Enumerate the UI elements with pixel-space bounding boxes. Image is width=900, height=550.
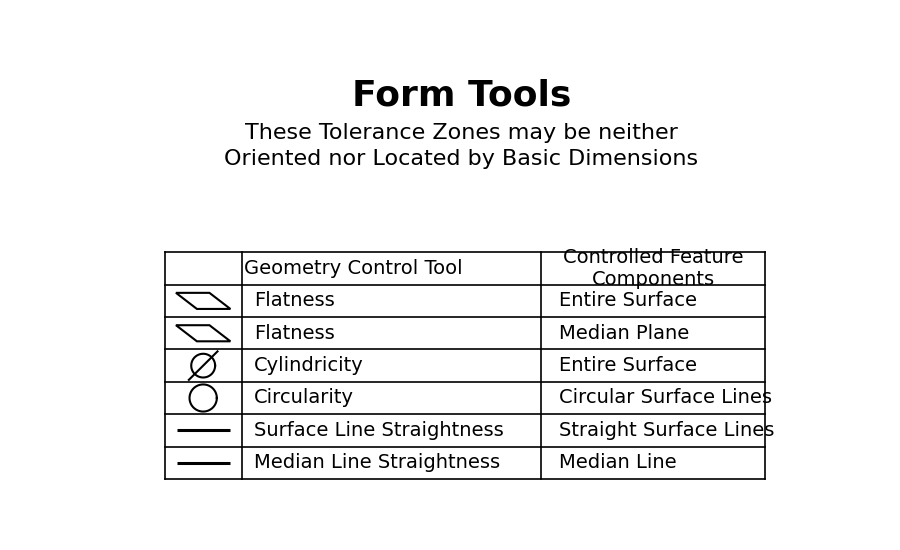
Text: Cylindricity: Cylindricity <box>254 356 364 375</box>
Text: Median Line: Median Line <box>559 453 677 472</box>
Text: Entire Surface: Entire Surface <box>559 356 697 375</box>
Text: Flatness: Flatness <box>254 324 335 343</box>
Text: These Tolerance Zones may be neither: These Tolerance Zones may be neither <box>245 123 678 143</box>
Text: Geometry Control Tool: Geometry Control Tool <box>244 259 463 278</box>
Text: Straight Surface Lines: Straight Surface Lines <box>559 421 774 440</box>
Text: Surface Line Straightness: Surface Line Straightness <box>254 421 504 440</box>
Text: Form Tools: Form Tools <box>352 79 571 113</box>
Text: Circularity: Circularity <box>254 388 354 408</box>
Text: Median Line Straightness: Median Line Straightness <box>254 453 500 472</box>
Text: Flatness: Flatness <box>254 292 335 310</box>
Text: Entire Surface: Entire Surface <box>559 292 697 310</box>
Text: Controlled Feature
Components: Controlled Feature Components <box>562 248 743 289</box>
Text: Circular Surface Lines: Circular Surface Lines <box>559 388 772 408</box>
Text: Oriented nor Located by Basic Dimensions: Oriented nor Located by Basic Dimensions <box>224 148 698 169</box>
Text: Median Plane: Median Plane <box>559 324 689 343</box>
